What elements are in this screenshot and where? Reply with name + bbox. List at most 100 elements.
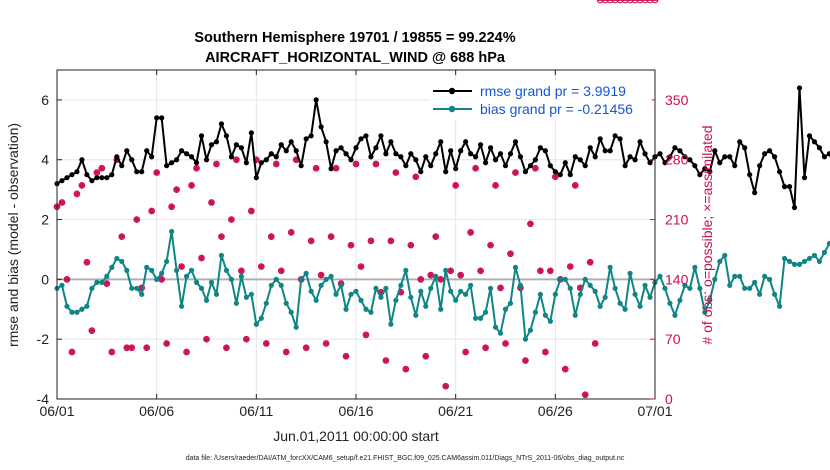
rmse-point [647, 160, 653, 166]
bias-point [164, 258, 170, 265]
bias-point [487, 285, 494, 291]
bias-point [69, 309, 75, 315]
rmse-point [826, 151, 830, 157]
rmse-point [124, 148, 130, 154]
rmse-point [607, 148, 613, 154]
obs-assimilated-stroke [308, 238, 314, 244]
obs-assimilated-point [283, 349, 290, 355]
obs-assimilated-point [353, 161, 359, 167]
obs-assimilated-stroke [353, 161, 359, 167]
rmse-point [154, 115, 160, 121]
obs-possible-point [621, 0, 629, 4]
obs-possible-point [646, 0, 654, 4]
bias-point [423, 303, 429, 309]
legend-box [430, 80, 652, 120]
obs-assimilated-point [412, 173, 419, 180]
y-tick-label: -4 [37, 391, 50, 407]
obs-assimilated-point [243, 336, 250, 343]
bias-point [577, 291, 583, 297]
obs-assimilated-stroke [84, 259, 90, 265]
bias-point [348, 291, 354, 297]
bias-point [622, 306, 628, 312]
bias-point [383, 285, 389, 291]
bias-point [84, 303, 90, 309]
rmse-point [178, 148, 185, 154]
bias-point [781, 255, 788, 262]
bias-point [258, 315, 264, 321]
rmse-point [159, 115, 165, 121]
obs-assimilated-stroke [532, 165, 538, 171]
obs-assimilated-point [208, 199, 215, 206]
rmse-point [119, 163, 125, 169]
obs-assimilated-stroke [487, 242, 494, 248]
bias-point [477, 315, 484, 321]
bias-point [612, 285, 618, 291]
obs-assimilated-point [437, 276, 444, 283]
obs-assimilated-stroke [183, 349, 190, 355]
rmse-point [109, 172, 115, 178]
bias-point [722, 252, 728, 259]
rmse-point [213, 139, 220, 145]
rmse-point [243, 160, 249, 166]
bias-point [522, 336, 529, 342]
bias-point [243, 294, 249, 300]
rmse-point [443, 169, 449, 175]
obs-assimilated-stroke [159, 276, 165, 282]
chart-title-line2: AIRCRAFT_HORIZONTAL_WIND @ 688 hPa [205, 50, 506, 66]
obs-assimilated-stroke [582, 392, 588, 398]
x-tick-label: 06/01 [39, 403, 74, 419]
obs-assimilated-stroke [567, 263, 573, 270]
bias-point [443, 267, 449, 273]
rmse-point [403, 163, 409, 169]
bias-point [547, 318, 553, 324]
rmse-point [223, 133, 230, 139]
bias-point [218, 252, 225, 259]
obs-assimilated-stroke [562, 366, 568, 372]
obs-possible-point [626, 0, 634, 4]
obs-assimilated-stroke [433, 234, 439, 240]
bias-point [59, 282, 65, 288]
rmse-point [567, 172, 573, 178]
bias-point [617, 300, 623, 306]
rmse-point [373, 145, 379, 151]
bias-point [687, 285, 693, 291]
obs-assimilated-point [233, 156, 240, 163]
bias-point [542, 312, 548, 318]
obs-assimilated-stroke [79, 182, 85, 188]
obs-assimilated-point [133, 216, 140, 223]
rmse-point [667, 154, 673, 160]
obs-assimilated-point [547, 267, 554, 274]
rmse-point [333, 148, 339, 154]
obs-assimilated-point [512, 169, 519, 176]
obs-assimilated-point [143, 344, 150, 351]
x-tick-label: 06/06 [139, 403, 174, 419]
obs-assimilated-point [318, 272, 325, 279]
y-right-tick-label: 350 [665, 92, 689, 108]
bias-point [517, 282, 524, 288]
bias-point [74, 309, 80, 315]
rmse-point [278, 142, 284, 148]
obs-assimilated-stroke [124, 345, 130, 351]
bias-point [398, 282, 404, 288]
bias-point [338, 282, 344, 288]
obs-possible-point [596, 0, 604, 4]
bias-point [208, 279, 215, 285]
rmse-point [702, 166, 708, 172]
rmse-point [482, 160, 489, 166]
obs-assimilated-point [462, 349, 469, 355]
bias-line [56, 230, 830, 341]
obs-assimilated-point [487, 242, 494, 249]
obs-assimilated-point [467, 229, 474, 236]
rmse-point [84, 172, 90, 178]
obs-assimilated-point [58, 199, 65, 206]
bias-point [109, 264, 115, 270]
bias-point [268, 282, 274, 288]
bias-point [114, 255, 120, 262]
rmse-point [497, 151, 504, 157]
bias-point [567, 285, 573, 291]
bias-point [667, 300, 673, 306]
bias-point [811, 252, 818, 259]
obs-assimilated-point [248, 208, 255, 214]
bias-point [692, 264, 698, 270]
obs-assimilated-stroke [577, 285, 583, 291]
